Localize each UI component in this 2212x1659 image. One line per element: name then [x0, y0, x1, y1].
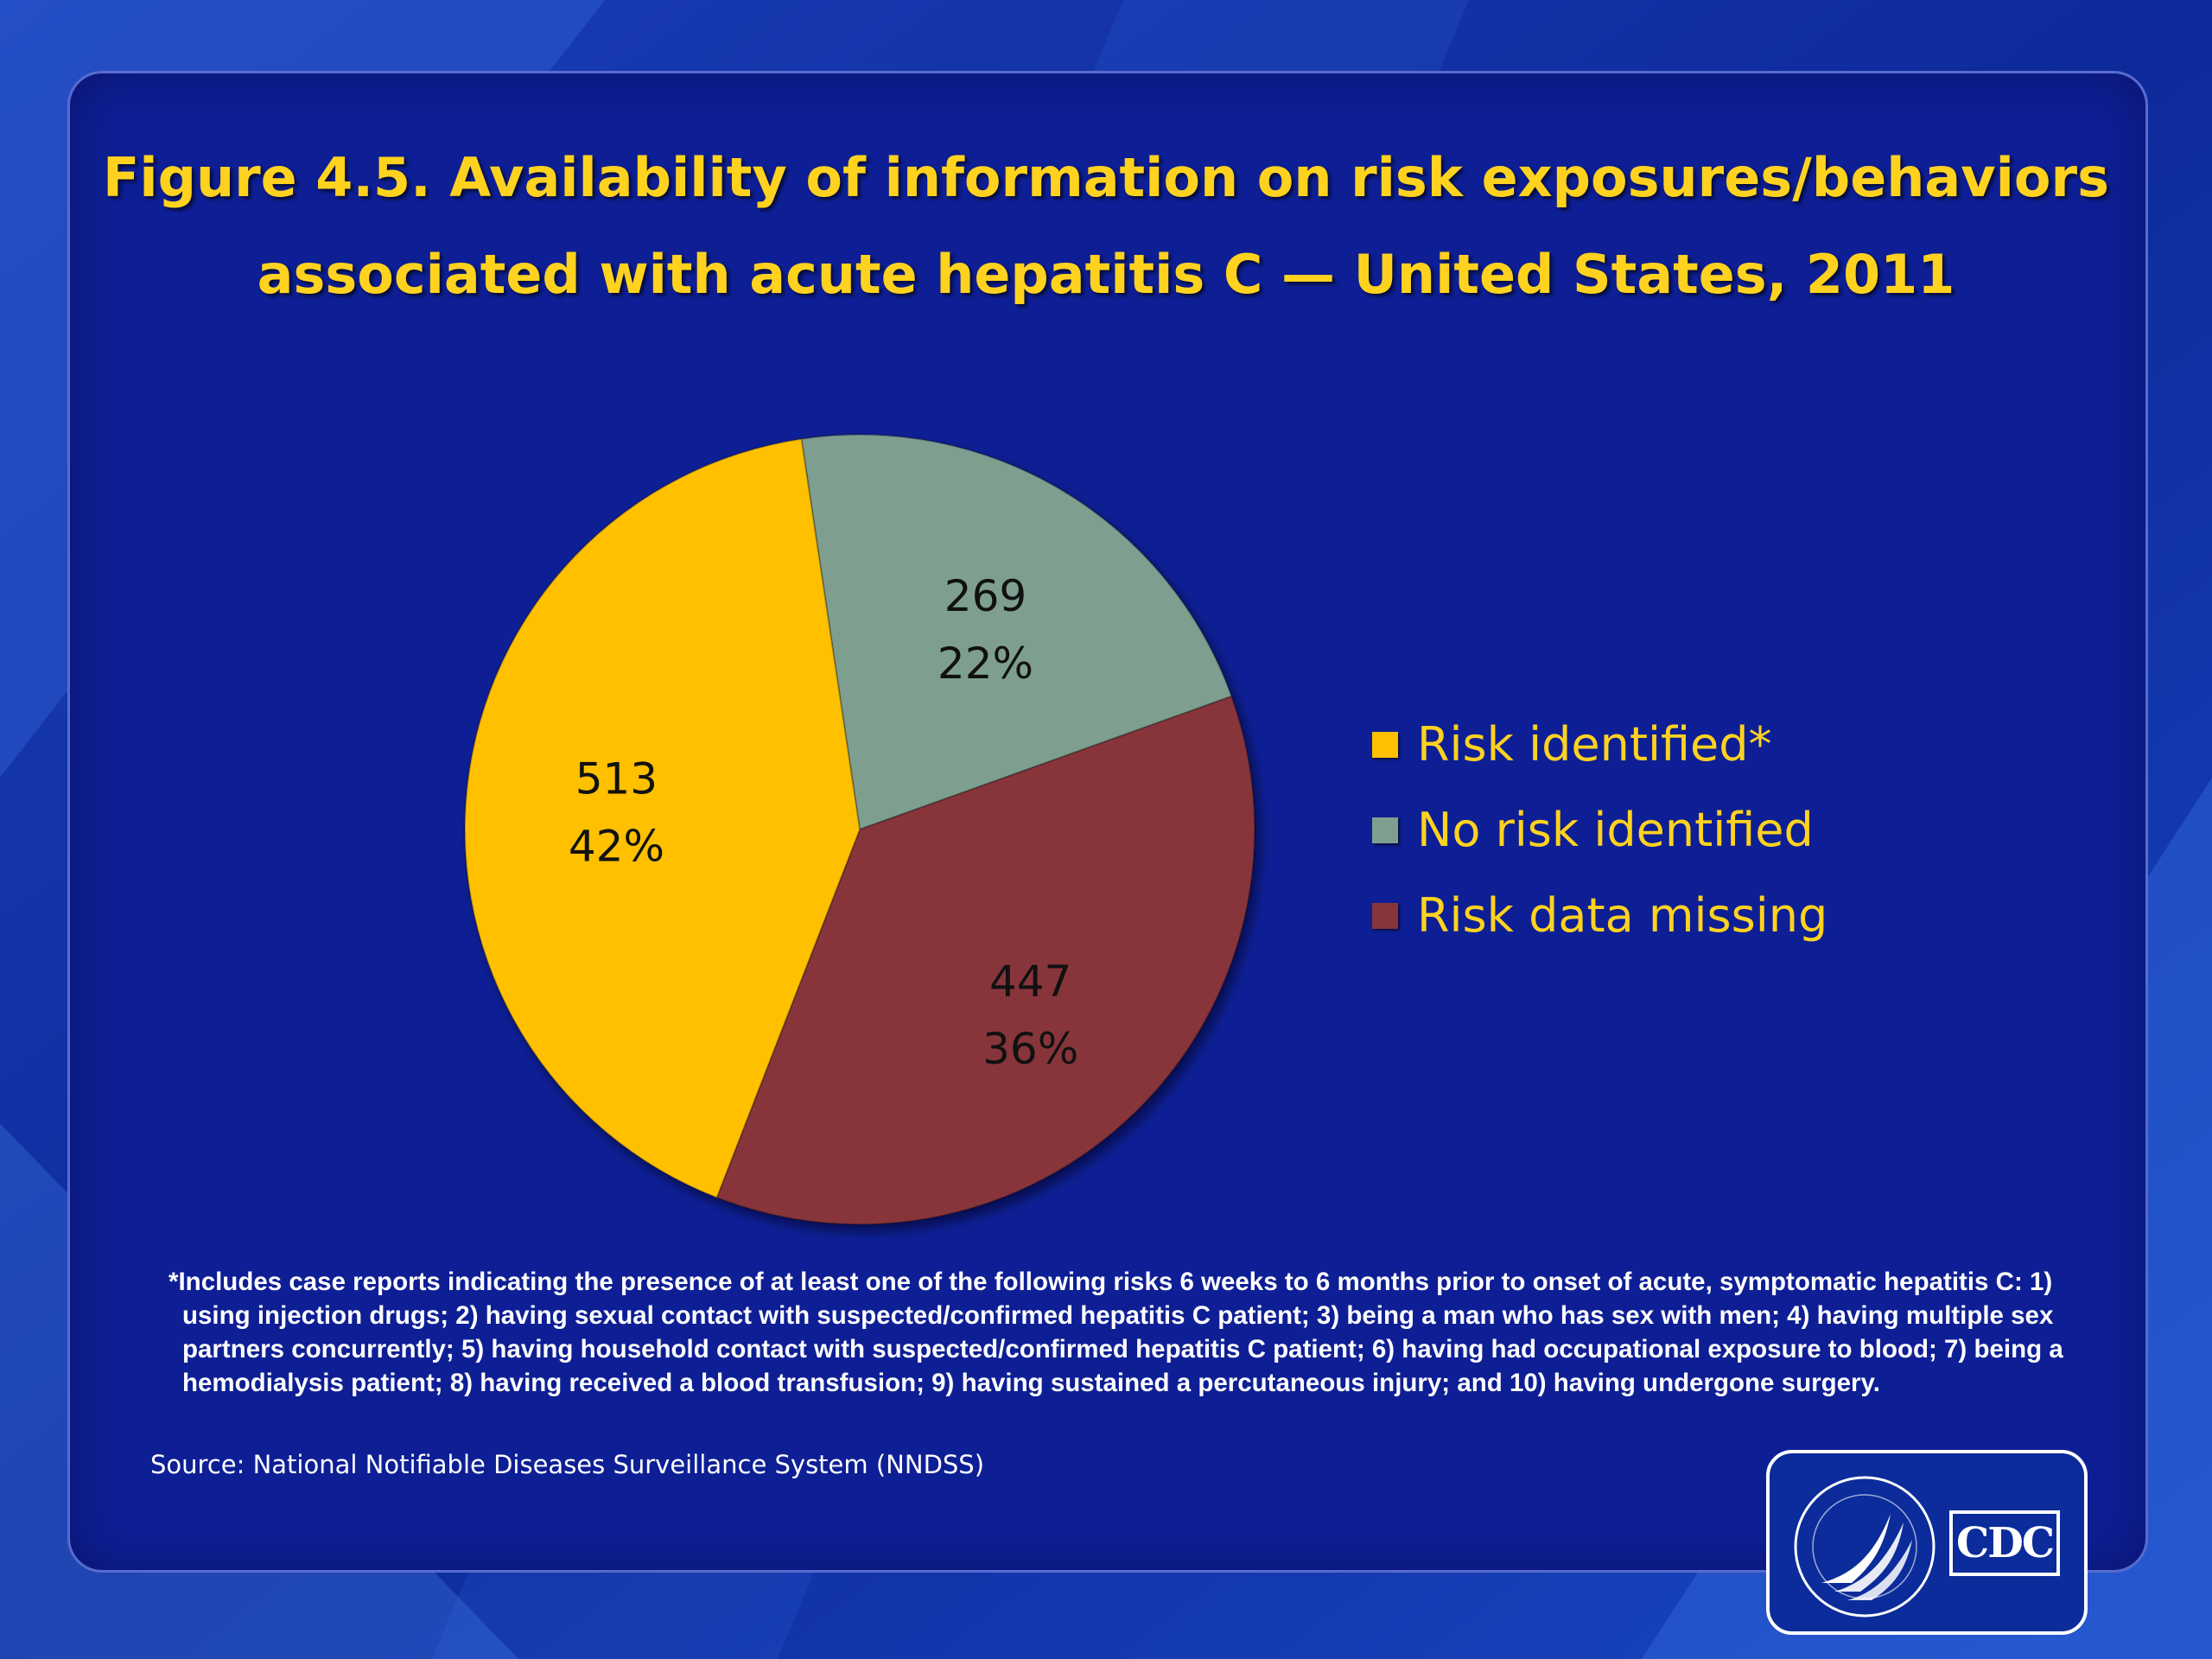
- legend-label-risk-identified: Risk identified*: [1417, 717, 1772, 772]
- legend-item-no-risk-identified: No risk identified: [1372, 787, 2063, 873]
- chart-title-line-1: Figure 4.5. Availability of information …: [102, 146, 2110, 209]
- pie-slice-no-risk-identified: [800, 434, 1233, 831]
- pie-value-label-risk-data-missing: 447: [989, 957, 1071, 1007]
- chart-title-line-2: associated with acute hepatitis C — Unit…: [257, 243, 1955, 306]
- hhs-eagle-seal-icon: [1794, 1476, 1936, 1618]
- pie-slices: [464, 434, 1255, 1225]
- pie-percent-label-risk-data-missing: 36%: [982, 1024, 1078, 1074]
- legend-label-no-risk-identified: No risk identified: [1417, 803, 1814, 857]
- pie-percent-label-no-risk-identified: 22%: [938, 639, 1033, 689]
- legend-swatch-risk-data-missing: [1372, 902, 1398, 929]
- legend-swatch-no-risk-identified: [1372, 817, 1398, 843]
- legend-swatch-risk-identified: [1372, 731, 1398, 758]
- cdc-wordmark: CDC: [1949, 1510, 2060, 1576]
- pie-value-label-no-risk-identified: 269: [944, 571, 1027, 621]
- pie-value-label-risk-identified: 513: [575, 754, 658, 804]
- chart-legend: Risk identified* No risk identified Risk…: [1372, 702, 2063, 958]
- pie-percent-label-risk-identified: 42%: [569, 822, 664, 872]
- pie-slice-risk-data-missing: [715, 695, 1255, 1225]
- pie-labels: 269 22% 447 36% 513 42%: [569, 571, 1078, 1074]
- legend-item-risk-identified: Risk identified*: [1372, 702, 2063, 787]
- cdc-wordmark-text: CDC: [1955, 1519, 2055, 1567]
- cdc-logo: CDC: [1766, 1450, 2088, 1635]
- pie-slice-risk-identified: [464, 437, 861, 1199]
- chart-title: Figure 4.5. Availability of information …: [78, 130, 2134, 323]
- chart-footnote: *Includes case reports indicating the pr…: [168, 1268, 2063, 1397]
- chart-source: Source: National Notifiable Diseases Sur…: [150, 1450, 985, 1479]
- legend-label-risk-data-missing: Risk data missing: [1417, 888, 1828, 943]
- legend-item-risk-data-missing: Risk data missing: [1372, 873, 2063, 958]
